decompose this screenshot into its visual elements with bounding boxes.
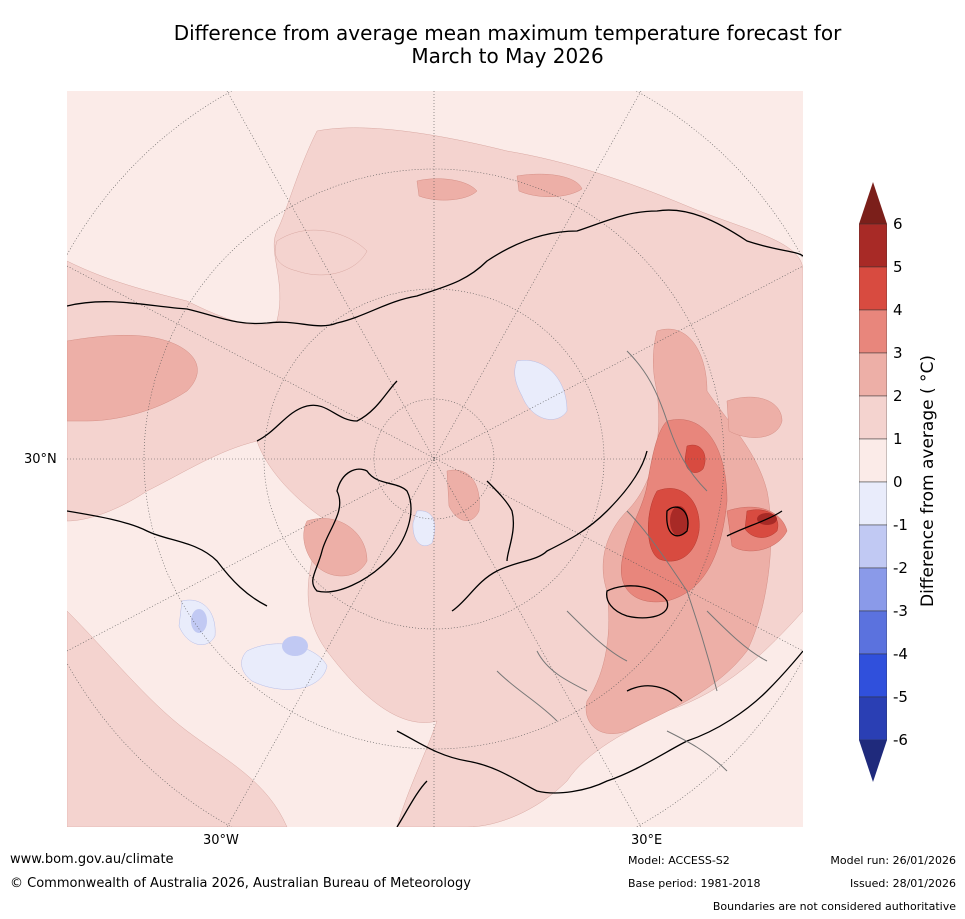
anomaly-neg2-neg1-regions [191,609,308,656]
colorbar-tick-2: 4 [893,301,903,319]
colorbar-band-2_3 [858,352,888,397]
colorbar-label: Difference from average ( °C) [918,354,938,608]
colorbar-tick-12: -6 [893,731,908,749]
map-canvas [67,91,803,827]
temperature-anomaly-map [67,91,803,827]
colorbar-band-0_1 [858,438,888,483]
colorbar [858,182,888,782]
colorbar-svg [858,182,888,782]
graticule-lines [67,91,803,827]
country-borders [496,350,768,772]
colorbar-tick-0: 6 [893,215,903,233]
footer-disclaimer: Boundaries are not considered authoritat… [712,900,956,913]
title-line-2: March to May 2026 [411,44,604,68]
colorbar-band-m3_m2 [858,567,888,612]
footer-base-period: Base period: 1981-2018 [628,877,761,890]
colorbar-band-m5_m4 [858,653,888,698]
colorbar-tick-10: -4 [893,645,908,663]
colorbar-band-m1_0 [858,481,888,526]
lon-label-30e: 30°E [631,833,663,848]
colorbar-tick-1: 5 [893,258,903,276]
colorbar-band-m4_m3 [858,610,888,655]
coastlines [67,209,803,827]
title-line-1: Difference from average mean maximum tem… [173,21,842,45]
footer-copyright: © Commonwealth of Australia 2026, Austra… [10,876,471,891]
footer-url[interactable]: www.bom.gov.au/climate [10,852,174,867]
colorbar-extend-low [859,740,887,782]
colorbar-tick-6: 0 [893,473,903,491]
footer-model-run: Model run: 26/01/2026 [830,854,956,867]
map-title: Difference from average mean maximum tem… [60,22,955,68]
colorbar-band-m6_m5 [858,696,888,741]
colorbar-band-m2_m1 [858,524,888,569]
colorbar-band-4_5 [858,266,888,311]
colorbar-tick-4: 2 [893,387,903,405]
lon-label-30w: 30°W [203,833,239,848]
colorbar-band-1_2 [858,395,888,440]
footer-model: Model: ACCESS-S2 [628,854,730,867]
colorbar-tick-11: -5 [893,688,908,706]
colorbar-tick-8: -2 [893,559,908,577]
colorbar-bands [858,223,888,741]
colorbar-tick-5: 1 [893,430,903,448]
footer-issued: Issued: 28/01/2026 [849,877,956,890]
colorbar-band-5_6 [858,223,888,268]
lat-label-30n: 30°N [24,452,57,467]
colorbar-tick-7: -1 [893,516,908,534]
colorbar-band-3_4 [858,309,888,354]
colorbar-tick-3: 3 [893,344,903,362]
colorbar-extend-high [859,182,887,224]
colorbar-tick-9: -3 [893,602,908,620]
